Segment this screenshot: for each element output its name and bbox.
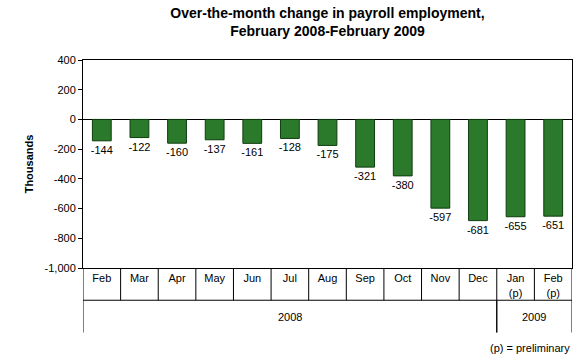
svg-text:(p) = preliminary: (p) = preliminary: [490, 342, 570, 354]
svg-text:-655: -655: [505, 220, 527, 232]
svg-text:Nov: Nov: [431, 272, 451, 284]
svg-text:Aug: Aug: [318, 272, 338, 284]
svg-text:Sep: Sep: [355, 272, 375, 284]
svg-text:-681: -681: [467, 224, 489, 236]
svg-text:Jun: Jun: [243, 272, 261, 284]
svg-text:Mar: Mar: [130, 272, 149, 284]
svg-text:Thousands: Thousands: [23, 135, 35, 194]
svg-text:Apr: Apr: [168, 272, 185, 284]
svg-text:Dec: Dec: [468, 272, 488, 284]
svg-text:Feb(p): Feb(p): [544, 272, 563, 298]
svg-text:-160: -160: [166, 146, 188, 158]
svg-text:-651: -651: [542, 219, 564, 231]
svg-text:0: 0: [70, 113, 76, 125]
svg-text:200: 200: [57, 84, 75, 96]
svg-text:Oct: Oct: [394, 272, 411, 284]
svg-text:400: 400: [57, 54, 75, 66]
svg-text:-144: -144: [91, 144, 113, 156]
svg-text:-161: -161: [241, 146, 263, 158]
svg-text:-137: -137: [204, 143, 226, 155]
svg-text:-800: -800: [54, 232, 76, 244]
svg-text:Jan(p): Jan(p): [507, 272, 525, 298]
svg-text:-321: -321: [354, 170, 376, 182]
svg-text:Over-the-month change in payro: Over-the-month change in payroll employm…: [170, 5, 484, 39]
svg-text:May: May: [204, 272, 225, 284]
svg-text:-400: -400: [54, 173, 76, 185]
svg-text:-175: -175: [316, 148, 338, 160]
svg-text:-597: -597: [429, 211, 451, 223]
svg-text:-1,000: -1,000: [45, 262, 76, 274]
svg-text:Jul: Jul: [283, 272, 297, 284]
svg-text:Feb: Feb: [92, 272, 111, 284]
svg-text:-380: -380: [392, 179, 414, 191]
svg-text:-600: -600: [54, 202, 76, 214]
svg-text:-200: -200: [54, 143, 76, 155]
svg-text:-122: -122: [128, 141, 150, 153]
svg-text:2008: 2008: [278, 311, 302, 323]
svg-text:-128: -128: [279, 141, 301, 153]
svg-text:2009: 2009: [522, 311, 546, 323]
